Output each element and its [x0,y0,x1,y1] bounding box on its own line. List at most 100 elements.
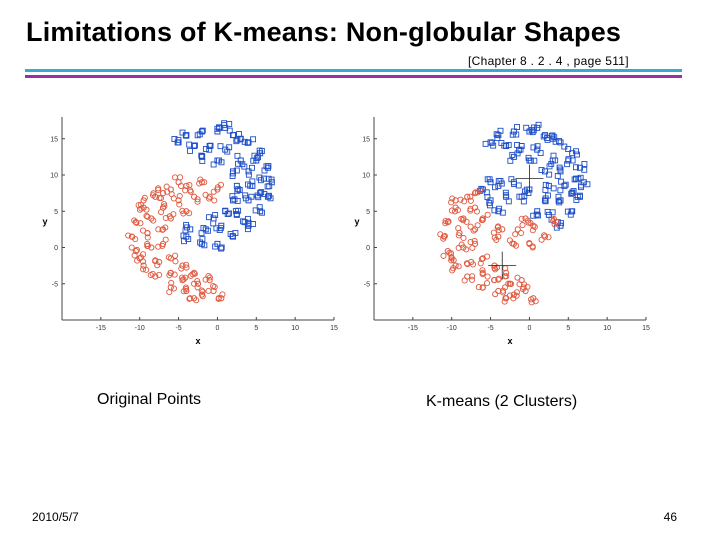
data-point-cluster [144,242,151,249]
data-point-cluster [501,142,508,149]
data-point-cluster [181,238,187,245]
data-point-cluster [557,187,564,194]
data-point-cluster [162,214,169,222]
data-point-cluster [516,281,523,288]
x-tick-label: -15 [96,325,106,332]
data-point-cluster [530,144,537,151]
data-point-cluster [509,151,516,158]
data-point-cluster [486,202,493,209]
title-rule-purple [25,75,682,78]
data-point-cluster [542,198,549,205]
data-point-cluster [546,163,553,170]
y-tick-label: -5 [52,281,58,288]
data-point-cluster [172,258,179,265]
data-point-cluster [528,299,535,306]
data-point [159,190,167,197]
data-point-cluster [555,197,562,204]
data-point [194,280,202,287]
x-tick-label: -15 [408,325,418,332]
data-point-cluster [479,284,486,291]
data-point-cluster [506,292,514,299]
data-point-cluster [176,192,183,200]
data-point-cluster [545,234,552,241]
data-point-cluster [202,191,209,198]
data-point [503,269,510,276]
data-point-cluster [499,287,507,294]
data-point-cluster [564,208,571,215]
title-rule-blue [25,69,682,72]
data-point-cluster [144,234,151,241]
data-point-cluster [550,152,557,159]
y-tick-label: 15 [362,136,370,143]
x-tick-label: 15 [642,325,650,332]
y-tick-label: 0 [54,245,58,252]
data-point-cluster [254,192,261,199]
data-point-cluster [496,205,503,212]
chapter-reference: [Chapter 8 . 2 . 4 , page 511] [468,54,629,68]
data-point-cluster [514,150,521,157]
data-point-cluster [455,244,462,251]
data-point-cluster [259,209,265,216]
data-point-cluster [245,181,251,188]
data-point-cluster [233,138,240,145]
data-point-cluster [519,222,526,229]
data-point-cluster [134,257,141,264]
data-point [471,190,479,197]
data-point-cluster [484,211,491,218]
data-point-cluster [251,152,258,159]
data-point-cluster [506,237,513,244]
data-point-cluster [497,127,504,134]
data-point-cluster [164,188,171,195]
data-point [576,164,583,171]
data-point [245,168,252,175]
data-point-cluster [140,266,147,273]
data-point-cluster [490,229,497,236]
data-point-cluster [479,270,486,277]
data-point-cluster [491,277,498,284]
data-point-cluster [549,209,556,216]
data-point-cluster [460,217,467,224]
data-point-cluster [186,181,193,189]
data-point-cluster [461,198,468,205]
data-point-cluster [219,291,226,298]
footer-date: 2010/5/7 [32,510,79,524]
data-point-cluster [178,265,185,272]
x-tick-label: 10 [291,325,299,332]
data-point-cluster [527,157,534,164]
data-point-cluster [179,274,186,281]
data-point-cluster [471,237,478,244]
data-point-cluster [505,142,512,148]
data-point-cluster [229,170,236,177]
data-point-cluster [452,208,459,215]
data-point-cluster [537,150,544,157]
data-point-cluster [196,180,203,187]
data-point-cluster [442,220,449,227]
data-point-cluster [449,195,456,202]
data-point-cluster [577,192,583,199]
data-point-cluster [544,192,551,199]
data-point-cluster [514,124,520,130]
data-point-cluster [492,184,499,191]
data-point-cluster [499,289,507,296]
data-point-cluster [478,256,485,263]
data-point-cluster [129,233,136,240]
data-point-cluster [512,231,519,238]
data-point-cluster [569,157,576,164]
data-point-cluster [479,267,486,274]
data-point-cluster [248,164,255,171]
data-point-cluster [133,219,140,226]
data-point-cluster [226,210,232,217]
data-point-cluster [476,187,483,194]
data-point-cluster [168,279,175,286]
data-point-cluster [144,230,151,237]
data-point-cluster [155,226,162,233]
data-point-cluster [515,182,522,189]
data-point-cluster [538,236,545,243]
data-point-cluster [205,195,213,202]
data-point [510,153,517,160]
data-point-cluster [193,297,200,304]
data-point-cluster [224,148,231,155]
x-tick-label: 0 [527,325,531,332]
data-point-cluster [182,274,189,281]
data-point-cluster [155,185,162,192]
